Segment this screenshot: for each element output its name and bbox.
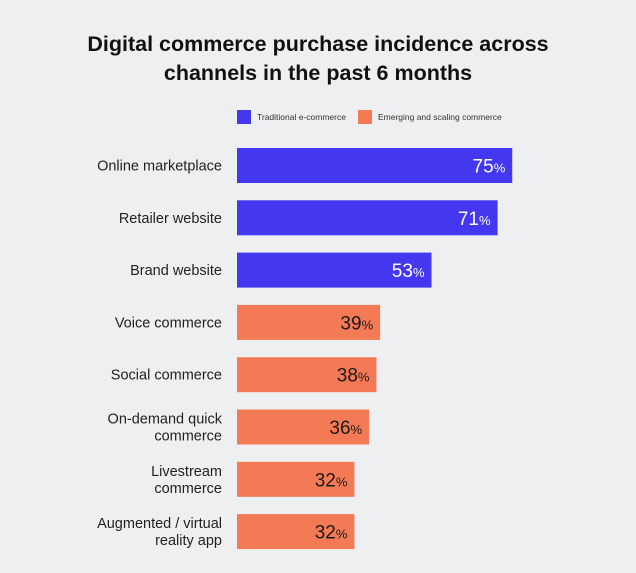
chart-title-line-1: Digital commerce purchase incidence acro… xyxy=(87,32,549,56)
legend-label-traditional: Traditional e-commerce xyxy=(257,112,346,122)
value-label-social-commerce: 38% xyxy=(337,366,370,387)
category-label-retailer-website: Retailer website xyxy=(119,211,222,227)
legend-label-emerging: Emerging and scaling commerce xyxy=(377,112,502,122)
bar-group-social-commerce: Social commerce 38% xyxy=(111,357,377,393)
legend-item-traditional: Traditional e-commerce xyxy=(237,110,346,124)
category-label-augmented-virtual-reality-app: Augmented / virtual reality app xyxy=(97,516,222,549)
bar-social-commerce xyxy=(237,357,377,393)
bar-on-demand-quick-commerce xyxy=(237,409,370,445)
bar-group-livestream-commerce: Livestream commerce 32% xyxy=(151,461,355,497)
value-label-online-marketplace: 75% xyxy=(473,157,506,178)
value-label-brand-website: 53% xyxy=(392,261,425,282)
bar-voice-commerce xyxy=(237,304,381,340)
category-label-voice-commerce: Voice commerce xyxy=(115,315,222,331)
value-label-voice-commerce: 39% xyxy=(340,313,373,334)
category-label-brand-website: Brand website xyxy=(130,263,222,279)
chart-title: Digital commerce purchase incidence acro… xyxy=(0,30,636,88)
category-label-livestream-commerce: Livestream commerce xyxy=(151,464,222,497)
bar-group-on-demand-quick-commerce: On-demand quick commerce 36% xyxy=(108,409,370,445)
bar-brand-website xyxy=(237,252,432,288)
bar-group-voice-commerce: Voice commerce 39% xyxy=(115,304,381,340)
chart-legend: Traditional e-commerce Emerging and scal… xyxy=(237,110,514,124)
legend-item-emerging: Emerging and scaling commerce xyxy=(357,110,502,124)
bar-augmented-virtual-reality-app xyxy=(237,514,355,550)
bar-livestream-commerce xyxy=(237,461,355,497)
bar-online-marketplace xyxy=(237,148,513,183)
value-label-augmented-virtual-reality-app: 32% xyxy=(315,523,348,544)
chart-title-line-2: channels in the past 6 months xyxy=(163,61,473,85)
value-label-livestream-commerce: 32% xyxy=(315,470,348,491)
category-label-on-demand-quick-commerce: On-demand quick commerce xyxy=(108,412,223,445)
category-label-social-commerce: Social commerce xyxy=(111,368,222,384)
bar-group-brand-website: Brand website 53% xyxy=(130,252,432,288)
bar-retailer-website xyxy=(237,200,498,236)
legend-swatch-traditional xyxy=(237,110,251,124)
value-label-on-demand-quick-commerce: 36% xyxy=(329,418,362,439)
bar-group-online-marketplace: Online marketplace 75% xyxy=(97,148,513,183)
value-label-retailer-website: 71% xyxy=(458,209,491,230)
bar-group-retailer-website: Retailer website 71% xyxy=(119,200,498,236)
bar-group-augmented-virtual-reality-app: Augmented / virtual reality app 32% xyxy=(97,514,355,550)
legend-swatch-emerging xyxy=(357,110,372,124)
category-label-online-marketplace: Online marketplace xyxy=(97,159,222,175)
